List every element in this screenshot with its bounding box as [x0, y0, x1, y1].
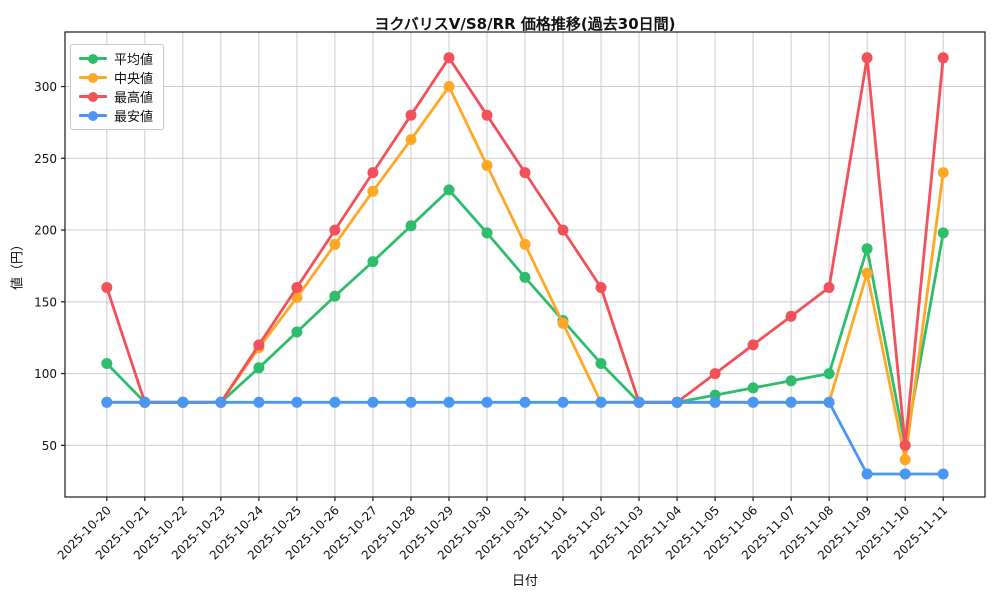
data-point-max: [405, 109, 417, 121]
data-point-avg: [785, 375, 797, 387]
data-point-median: [861, 267, 873, 279]
legend-item-avg: 平均値: [79, 51, 154, 68]
data-point-max: [367, 167, 379, 179]
data-point-median: [899, 454, 911, 466]
data-point-min: [253, 396, 265, 408]
data-point-avg: [823, 368, 835, 380]
data-point-avg: [747, 382, 759, 394]
y-tick-label: 250: [34, 152, 57, 166]
legend-label-median: 中央値: [114, 72, 154, 87]
data-point-min: [329, 396, 341, 408]
data-point-max: [595, 282, 607, 293]
data-point-avg: [253, 362, 265, 374]
legend-line-dot-icon-max: [79, 91, 107, 102]
data-point-min: [215, 396, 227, 408]
data-point-max: [861, 52, 873, 64]
data-point-max: [823, 282, 835, 293]
data-point-median: [443, 81, 455, 92]
data-point-avg: [367, 256, 379, 268]
data-point-max: [557, 224, 569, 236]
legend-line-dot-icon-median: [79, 72, 107, 83]
data-point-min: [595, 396, 607, 408]
legend-item-max: 最高値: [79, 89, 154, 106]
legend-label-max: 最高値: [114, 91, 154, 106]
data-point-median: [557, 317, 569, 329]
chart-title: ヨクバリスV/S8/RR 価格推移(過去30日間): [374, 15, 676, 33]
data-point-median: [367, 185, 379, 197]
data-point-min: [823, 396, 835, 408]
data-point-avg: [291, 326, 303, 338]
data-point-min: [367, 396, 379, 408]
data-point-min: [291, 396, 303, 408]
data-point-min: [937, 468, 949, 480]
legend-item-median: 中央値: [79, 70, 154, 87]
data-point-median: [291, 292, 303, 303]
data-point-median: [519, 238, 531, 250]
data-point-max: [899, 439, 911, 451]
data-point-min: [861, 468, 873, 480]
data-point-avg: [595, 358, 607, 369]
data-point-min: [443, 396, 455, 408]
legend-line-dot-icon-min: [79, 110, 107, 121]
data-point-min: [101, 396, 113, 408]
data-point-avg: [101, 358, 113, 369]
legend-line-dot-icon-avg: [79, 53, 107, 64]
y-tick-label: 300: [34, 80, 57, 94]
data-point-min: [899, 468, 911, 480]
data-point-min: [177, 396, 189, 408]
data-point-min: [633, 396, 645, 408]
data-point-avg: [329, 290, 341, 302]
legend-label-min: 最安値: [114, 110, 154, 125]
data-point-avg: [443, 184, 455, 196]
data-point-max: [937, 52, 949, 64]
x-axis-label: 日付: [511, 574, 539, 589]
y-tick-label: 150: [34, 295, 57, 309]
data-point-max: [329, 224, 341, 236]
data-point-max: [709, 368, 721, 380]
y-tick-label: 100: [34, 367, 57, 381]
data-point-max: [481, 109, 493, 121]
data-point-max: [785, 310, 797, 322]
data-point-avg: [861, 243, 873, 255]
data-point-max: [519, 167, 531, 179]
data-point-min: [557, 396, 569, 408]
legend: 平均値中央値最高値最安値: [70, 44, 165, 130]
data-point-max: [747, 339, 759, 351]
legend-label-avg: 平均値: [114, 53, 154, 68]
data-point-min: [785, 396, 797, 408]
y-tick-label: 50: [42, 439, 57, 453]
data-point-max: [253, 339, 265, 351]
data-point-max: [291, 282, 303, 293]
data-point-max: [443, 52, 455, 64]
data-point-avg: [405, 220, 417, 232]
data-point-min: [139, 396, 151, 408]
y-tick-label: 200: [34, 224, 57, 238]
data-point-min: [481, 396, 493, 408]
data-point-median: [481, 160, 493, 171]
data-point-avg: [937, 227, 949, 239]
data-point-avg: [481, 227, 493, 239]
data-point-max: [101, 282, 113, 293]
data-point-avg: [519, 271, 531, 283]
data-point-min: [709, 396, 721, 408]
data-point-median: [937, 167, 949, 179]
data-point-median: [329, 238, 341, 250]
data-point-min: [747, 396, 759, 408]
data-point-min: [519, 396, 531, 408]
data-point-min: [405, 396, 417, 408]
data-point-min: [671, 396, 683, 408]
data-point-median: [405, 134, 417, 146]
legend-item-min: 最安値: [79, 108, 154, 125]
